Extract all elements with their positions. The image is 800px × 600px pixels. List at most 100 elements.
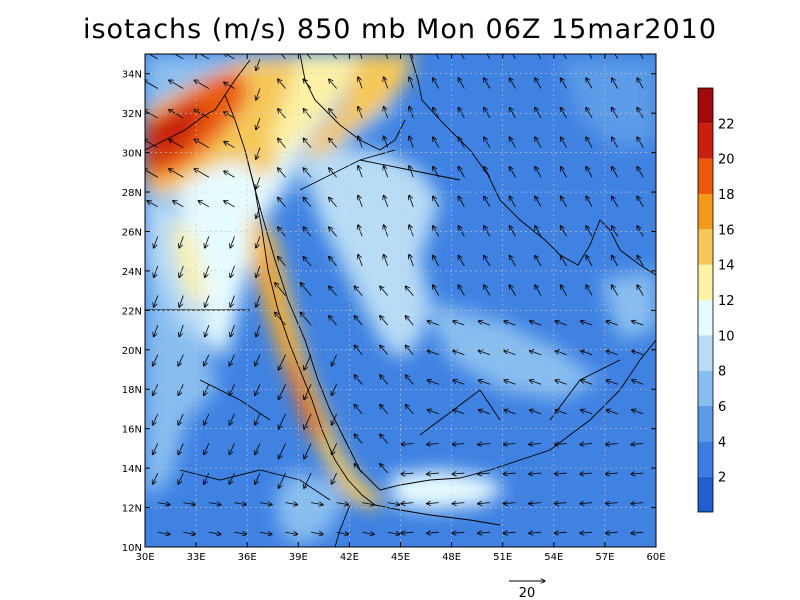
wind-vector — [154, 295, 159, 308]
lon-tick-label: 30E — [135, 552, 154, 563]
wind-vector — [560, 78, 567, 89]
wind-vector — [204, 384, 210, 395]
wind-vector — [303, 257, 312, 267]
wind-vector — [154, 325, 159, 337]
wind-vector — [453, 321, 465, 326]
wind-vector — [336, 532, 349, 534]
wind-vector — [178, 413, 184, 425]
wind-vector — [405, 286, 414, 296]
wind-vector — [329, 197, 337, 208]
wind-vector — [612, 78, 619, 89]
wind-vector — [229, 443, 235, 454]
wind-vector — [169, 110, 184, 119]
wind-vector — [632, 410, 644, 415]
wind-vector — [358, 254, 363, 267]
wind-vector — [145, 110, 158, 119]
wind-vector — [179, 265, 184, 278]
wind-vector — [639, 54, 644, 60]
wind-vector — [580, 503, 593, 504]
wind-vector — [384, 254, 389, 267]
wind-vector — [586, 255, 593, 267]
wind-vector — [157, 503, 170, 505]
colorbar-label: 10 — [718, 329, 735, 344]
wind-vector — [560, 285, 567, 296]
wind-vector — [285, 532, 298, 534]
wind-vector — [169, 80, 184, 89]
wind-vector — [380, 404, 389, 415]
wind-vectors — [143, 54, 644, 534]
speed-contour — [560, 60, 656, 150]
lon-tick-label: 36E — [238, 552, 257, 563]
wind-vector — [255, 413, 261, 425]
wind-vector — [453, 410, 465, 415]
wind-vector — [255, 443, 261, 454]
wind-vector — [278, 354, 286, 370]
wind-vector — [461, 54, 465, 60]
wind-vector — [285, 503, 298, 505]
wind-vector — [433, 255, 440, 267]
wind-vector — [411, 54, 414, 60]
wind-vector — [278, 443, 286, 458]
wind-vector — [331, 384, 337, 395]
wind-vector — [580, 443, 593, 444]
wind-vector — [178, 354, 184, 366]
wind-vector — [427, 503, 439, 504]
wind-vector — [560, 255, 567, 267]
wind-vector — [478, 503, 490, 504]
wind-vector — [581, 351, 593, 356]
wind-vector — [433, 137, 440, 148]
wind-vector — [329, 168, 337, 178]
wind-vector — [637, 167, 644, 178]
wind-vector — [145, 80, 158, 89]
wind-vector — [275, 283, 286, 296]
wind-vector — [509, 107, 516, 119]
wind-vector — [329, 257, 337, 267]
colorbar-label: 14 — [718, 259, 735, 274]
colorbar-label: 12 — [718, 294, 735, 309]
wind-vector — [380, 464, 389, 474]
colorbar-frame — [697, 87, 714, 513]
wind-vector — [484, 137, 491, 148]
wind-vector — [387, 532, 400, 534]
wind-vector — [179, 236, 184, 248]
speed-contour — [270, 54, 360, 160]
wind-vector — [554, 532, 567, 533]
wind-vector — [503, 443, 516, 444]
speed-contour — [145, 355, 220, 420]
wind-vector — [555, 321, 567, 326]
wind-vector — [535, 107, 542, 119]
wind-vector — [555, 410, 567, 415]
wind-vector — [384, 77, 389, 89]
wind-vector — [535, 285, 542, 296]
wind-vector — [256, 147, 261, 160]
wind-vector — [329, 286, 337, 296]
wind-vector — [153, 384, 159, 395]
wind-vector — [278, 138, 286, 148]
wind-vector — [234, 503, 246, 505]
wind-vector — [637, 107, 644, 119]
wind-vector — [304, 472, 312, 488]
wind-vector — [380, 375, 389, 385]
reference-vector-label: 20 — [519, 586, 536, 600]
wind-vector — [259, 503, 272, 505]
wind-vector — [224, 201, 235, 208]
wind-vector — [256, 236, 261, 248]
lon-tick-label: 42E — [340, 552, 359, 563]
wind-vector — [537, 54, 542, 60]
colorbar-segment — [698, 88, 713, 124]
wind-vector — [198, 201, 210, 208]
wind-vector — [354, 316, 363, 326]
wind-vector — [581, 321, 593, 326]
wind-vector — [304, 384, 312, 399]
wind-vector — [384, 106, 389, 119]
wind-vector — [278, 413, 286, 429]
wind-vector — [143, 54, 158, 60]
wind-vector — [354, 404, 363, 415]
wind-vector — [384, 136, 389, 148]
wind-vector — [458, 285, 465, 296]
lat-tick-label: 18N — [122, 385, 142, 396]
wind-vector — [329, 138, 337, 148]
wind-vector — [478, 321, 491, 326]
wind-vector — [256, 325, 261, 337]
